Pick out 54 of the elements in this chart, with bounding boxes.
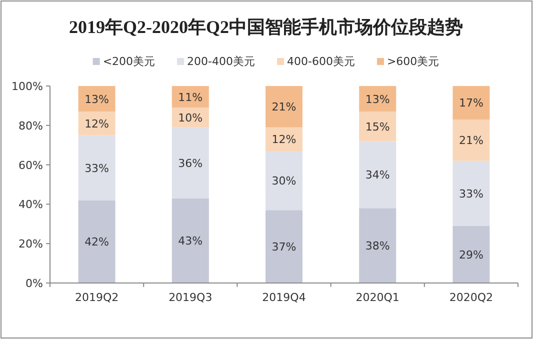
y-tick-label: 0% — [26, 277, 43, 290]
data-label: 13% — [84, 92, 110, 106]
bar — [359, 86, 396, 112]
bar — [266, 127, 302, 152]
y-tick-label: 60% — [18, 158, 43, 172]
legend-label: <200美元 — [102, 55, 156, 68]
bar — [266, 86, 302, 128]
legend-label: 200-400美元 — [187, 55, 255, 68]
y-tick-label: 100% — [12, 80, 43, 93]
data-label: 30% — [272, 174, 296, 188]
bar — [78, 112, 116, 136]
bar — [172, 198, 209, 283]
data-label: 11% — [178, 90, 203, 104]
bar — [266, 210, 302, 283]
data-label: 34% — [365, 168, 390, 182]
data-label: 36% — [178, 156, 203, 170]
bar — [452, 119, 490, 161]
data-label: 33% — [84, 162, 110, 175]
chart-title: 2019年Q2-2020年Q2中国智能手机市场价位段趋势 — [69, 17, 463, 37]
y-tick-label: 40% — [18, 198, 43, 212]
data-label: 12% — [272, 133, 296, 146]
bar — [172, 127, 209, 198]
data-label: 42% — [84, 236, 110, 249]
x-tick-label: 2020Q2 — [449, 291, 494, 304]
bar — [359, 112, 396, 142]
data-label: 21% — [458, 134, 484, 148]
bar — [359, 141, 396, 208]
bar — [78, 86, 116, 112]
data-label: 38% — [365, 240, 390, 253]
bar — [78, 135, 116, 200]
data-label: 37% — [272, 240, 296, 254]
x-tick-label: 2020Q1 — [356, 291, 400, 304]
data-label: 43% — [178, 234, 203, 248]
data-label: 10% — [178, 112, 203, 125]
data-label: 21% — [272, 100, 296, 114]
y-tick-label: 20% — [18, 238, 43, 251]
bar — [452, 226, 490, 283]
bar — [359, 208, 396, 283]
x-tick-label: 2019Q3 — [168, 291, 212, 304]
data-label: 13% — [365, 92, 390, 106]
y-tick-label: 80% — [18, 119, 43, 132]
data-label: 29% — [458, 248, 484, 262]
x-tick-label: 2019Q4 — [262, 291, 306, 304]
bar — [452, 160, 490, 226]
data-label: 17% — [458, 96, 484, 110]
bar — [78, 200, 116, 283]
data-label: 15% — [365, 120, 390, 134]
x-tick-label: 2019Q2 — [74, 291, 119, 304]
data-label: 33% — [458, 187, 484, 200]
bar — [266, 151, 302, 210]
data-label: 12% — [84, 117, 110, 130]
legend-label: 400-600美元 — [287, 55, 355, 68]
bar — [452, 86, 490, 120]
legend-label: >600美元 — [386, 55, 440, 68]
